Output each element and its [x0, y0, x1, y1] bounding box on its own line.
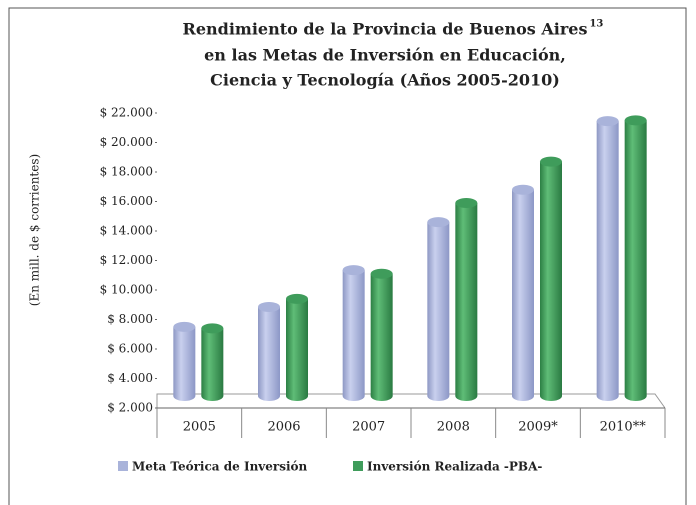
bar-top [624, 115, 647, 126]
y-tick-label: $ 4.000 [107, 371, 153, 385]
y-tick-label: $ 22.000 [100, 106, 153, 120]
chart-title: Ciencia y Tecnología (Años 2005-2010) [210, 71, 560, 90]
y-tick-label: $ 16.000 [100, 194, 153, 208]
y-tick-label: $ 20.000 [100, 135, 153, 149]
x-tick-label: 2006 [267, 420, 300, 435]
bar-base [258, 391, 280, 401]
bar-top [596, 116, 619, 127]
plot-frame [156, 393, 666, 409]
x-tick-label: 2010** [600, 420, 647, 435]
bar [624, 120, 647, 396]
bar-top [286, 293, 308, 304]
bar-base [370, 391, 393, 401]
bar-base [540, 391, 562, 401]
y-tick-label: $ 12.000 [100, 253, 153, 267]
y-tick-label: $ 8.000 [107, 312, 153, 326]
bar [427, 222, 450, 396]
y-tick-label: $ 6.000 [107, 342, 153, 356]
bar-top [201, 323, 224, 334]
title-superscript: 13 [589, 19, 603, 30]
bar-base [342, 391, 365, 401]
legend-swatch [353, 461, 363, 471]
bar-base [624, 391, 647, 401]
x-tick-label: 2007 [352, 420, 385, 435]
bar [173, 326, 196, 396]
bar-top [455, 197, 478, 208]
frame [8, 7, 687, 505]
x-tick-label: 2005 [183, 420, 216, 435]
bar [370, 273, 393, 396]
chart-title: Rendimiento de la Provincia de Buenos Ai… [183, 20, 588, 39]
bar [540, 161, 562, 396]
bar [455, 202, 478, 396]
bar-base [201, 391, 224, 401]
bar-top [427, 217, 450, 228]
bar-top [370, 268, 393, 279]
bar-base [596, 391, 619, 401]
bar [596, 121, 619, 397]
bar-base [427, 391, 450, 401]
legend-swatch [118, 461, 128, 471]
y-tick-label: $ 2.000 [107, 401, 153, 415]
legend-label: Meta Teórica de Inversión [132, 460, 308, 474]
y-tick-label: $ 18.000 [100, 165, 153, 179]
bar-top [342, 265, 365, 276]
bar-base [512, 391, 534, 401]
chart-title: en las Metas de Inversión en Educación, [204, 46, 566, 65]
bar-top [512, 184, 534, 195]
bar [201, 328, 224, 396]
bar-top [540, 156, 562, 167]
bar-top [258, 301, 280, 312]
x-tick-label: 2009* [518, 420, 558, 435]
bar-top [173, 321, 196, 332]
bar-base [286, 391, 308, 401]
bar-base [173, 391, 196, 401]
y-tick-label: $ 14.000 [100, 224, 153, 238]
bar [286, 298, 308, 396]
x-tick-label: 2008 [437, 420, 470, 435]
bar-base [455, 391, 478, 401]
bar [258, 306, 280, 396]
y-axis-label: (En mill. de $ corrientes) [28, 154, 42, 306]
bar [342, 270, 365, 396]
y-tick-label: $ 10.000 [100, 283, 153, 297]
legend-label: Inversión Realizada -PBA- [367, 460, 542, 474]
bar [512, 189, 534, 396]
